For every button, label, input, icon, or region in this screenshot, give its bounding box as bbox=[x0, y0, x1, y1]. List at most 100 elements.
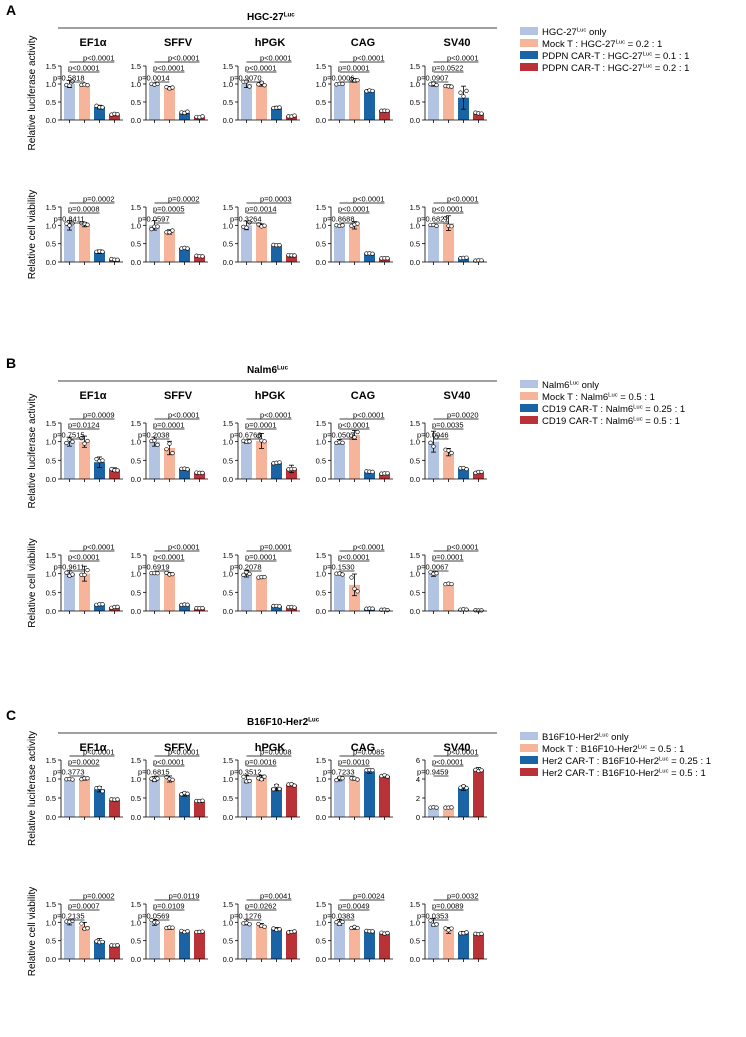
data-point bbox=[67, 437, 72, 442]
y-tick-label: 1.5 bbox=[131, 62, 141, 71]
data-point bbox=[355, 925, 360, 931]
data-point bbox=[70, 439, 75, 444]
p-value: p<0.0001 bbox=[447, 195, 479, 204]
data-point bbox=[185, 929, 190, 934]
data-point bbox=[370, 929, 375, 934]
chart-title: EF1α bbox=[80, 390, 107, 402]
data-point bbox=[292, 783, 297, 788]
y-tick-label: 0.0 bbox=[316, 607, 326, 616]
y-tick-label: 1.0 bbox=[410, 570, 420, 579]
bar bbox=[379, 775, 390, 817]
p-value: p<0.0001 bbox=[83, 54, 115, 63]
panel-letter: A bbox=[6, 2, 16, 18]
legend-swatch bbox=[520, 732, 538, 740]
p-value: p=0.0089 bbox=[432, 902, 464, 911]
p-value: p<0.0001 bbox=[68, 64, 100, 73]
bar bbox=[334, 922, 345, 959]
y-tick-label: 0.5 bbox=[131, 588, 141, 597]
p-value: p<0.0001 bbox=[168, 54, 200, 63]
data-point bbox=[464, 255, 469, 260]
chart-title: hPGK bbox=[255, 390, 286, 402]
y-tick-label: 0.5 bbox=[46, 937, 56, 946]
data-point bbox=[479, 469, 484, 475]
legend-swatch bbox=[520, 744, 538, 752]
y-tick-label: 0.0 bbox=[410, 607, 420, 616]
data-point bbox=[256, 434, 261, 439]
p-value: p=0.0001 bbox=[338, 64, 370, 73]
p-value: p=0.0024 bbox=[353, 892, 385, 901]
y-tick-label: 0.5 bbox=[410, 240, 420, 249]
p-value: p<0.0001 bbox=[447, 54, 479, 63]
data-point bbox=[340, 776, 345, 781]
p-value: p=0.0001 bbox=[153, 421, 185, 430]
p-value: p=0.0946 bbox=[417, 431, 449, 440]
data-point bbox=[292, 253, 297, 258]
y-tick-label: 0.0 bbox=[223, 607, 233, 616]
legend-label: HGC-27Luc only bbox=[542, 27, 607, 38]
data-point bbox=[256, 222, 261, 227]
data-point bbox=[170, 925, 175, 930]
p-value: p<0.0001 bbox=[245, 64, 277, 73]
data-point bbox=[100, 105, 105, 110]
bar bbox=[428, 807, 439, 817]
data-point bbox=[292, 113, 297, 118]
p-value: p<0.0001 bbox=[168, 748, 200, 757]
data-point bbox=[241, 572, 246, 577]
p-value: p=0.0008 bbox=[68, 205, 100, 214]
data-point bbox=[200, 114, 205, 119]
y-tick-label: 1.0 bbox=[223, 80, 233, 89]
y-tick-label: 1.0 bbox=[410, 918, 420, 927]
bar bbox=[241, 225, 252, 262]
p-value: p=0.0067 bbox=[417, 563, 449, 572]
data-point bbox=[247, 778, 252, 784]
data-point bbox=[241, 774, 246, 779]
data-point bbox=[115, 604, 120, 610]
bar bbox=[64, 84, 75, 120]
bar bbox=[473, 769, 484, 817]
bar bbox=[241, 922, 252, 959]
bar bbox=[349, 225, 360, 262]
y-tick-label: 0.0 bbox=[46, 258, 56, 267]
row-label: Relative cell viability bbox=[27, 887, 38, 976]
bar bbox=[379, 933, 390, 959]
y-tick-label: 1.0 bbox=[316, 918, 326, 927]
data-point bbox=[256, 82, 261, 87]
y-tick-label: 0.0 bbox=[46, 607, 56, 616]
y-tick-label: 1.0 bbox=[131, 221, 141, 230]
legend-swatch bbox=[520, 768, 538, 776]
y-tick-label: 1.0 bbox=[131, 438, 141, 447]
y-tick-label: 1.0 bbox=[131, 80, 141, 89]
bar bbox=[334, 84, 345, 120]
y-tick-label: 0.5 bbox=[316, 98, 326, 107]
bar bbox=[334, 441, 345, 479]
y-tick-label: 0.0 bbox=[46, 813, 56, 822]
data-point bbox=[434, 805, 439, 810]
legend-label: Mock T : B16F10-Her2Luc = 0.5 : 1 bbox=[542, 744, 684, 755]
y-tick-label: 1.0 bbox=[46, 438, 56, 447]
p-value: p=0.0006 bbox=[323, 74, 355, 83]
p-value: p=0.0041 bbox=[260, 892, 292, 901]
y-tick-label: 0.0 bbox=[131, 955, 141, 964]
p-value: p=0.9459 bbox=[417, 768, 449, 777]
legend-label: Nalm6Luc only bbox=[542, 380, 599, 391]
y-tick-label: 1.0 bbox=[131, 570, 141, 579]
panel-B: B Nalm6Luc Relative luciferase activity Rel… bbox=[6, 355, 685, 628]
chart-title: SFFV bbox=[164, 742, 193, 754]
data-point bbox=[274, 783, 279, 788]
data-point bbox=[247, 84, 252, 89]
y-tick-label: 0.5 bbox=[131, 98, 141, 107]
bar bbox=[364, 771, 375, 817]
bar bbox=[364, 471, 375, 479]
bar bbox=[164, 448, 175, 479]
bar bbox=[109, 945, 120, 959]
p-value: p=0.0109 bbox=[153, 902, 185, 911]
p-value: p<0.0001 bbox=[83, 543, 115, 552]
row-label: Relative luciferase activity bbox=[27, 393, 38, 508]
data-point bbox=[370, 768, 375, 773]
